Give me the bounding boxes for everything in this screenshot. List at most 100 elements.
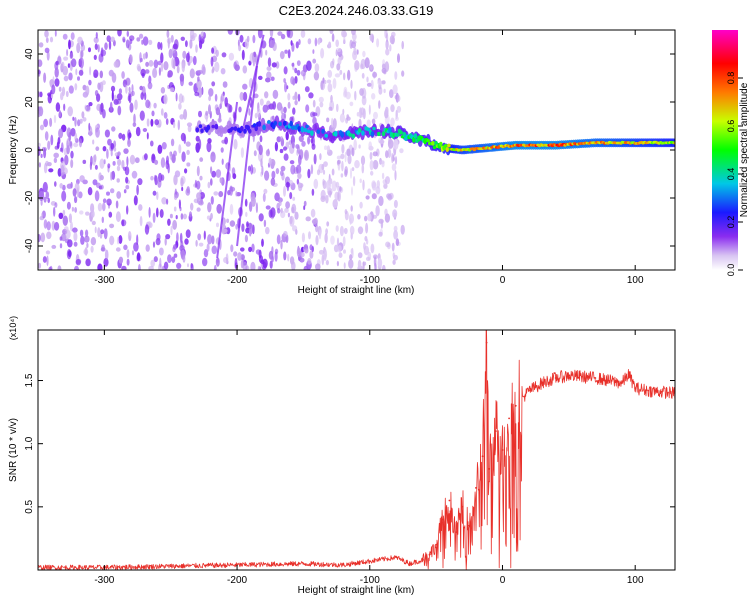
noise-blob xyxy=(139,85,143,91)
noise-blob xyxy=(70,32,75,40)
noise-blob xyxy=(49,265,53,270)
noise-blob xyxy=(269,39,275,49)
noise-blob xyxy=(314,37,318,47)
noise-blob xyxy=(344,209,348,215)
noise-blob xyxy=(246,35,250,43)
snr-data-point xyxy=(422,559,424,561)
noise-blob xyxy=(43,219,48,229)
noise-blob xyxy=(360,107,365,116)
figure-title: C2E3.2024.246.03.33.G19 xyxy=(279,3,434,18)
noise-blob xyxy=(341,160,344,172)
noise-blob xyxy=(58,86,62,92)
noise-blob xyxy=(54,30,57,37)
noise-blob xyxy=(258,213,264,222)
snr-data-point xyxy=(621,382,623,384)
noise-blob xyxy=(210,151,216,163)
noise-blob xyxy=(199,175,203,181)
noise-blob xyxy=(297,145,300,154)
noise-blob xyxy=(134,99,138,111)
noise-blob xyxy=(196,192,202,200)
noise-blob xyxy=(360,63,364,70)
noise-blob xyxy=(70,159,74,169)
noise-blob xyxy=(216,203,222,214)
noise-blob xyxy=(317,38,321,45)
noise-blob xyxy=(208,104,211,115)
noise-blob xyxy=(173,194,178,201)
noise-blob xyxy=(257,30,263,39)
signal-core xyxy=(233,126,238,132)
colorbar-gradient xyxy=(712,30,738,270)
noise-blob xyxy=(163,112,168,119)
noise-blob xyxy=(189,68,195,79)
noise-blob xyxy=(208,95,212,102)
noise-blob xyxy=(68,85,74,94)
noise-blob xyxy=(362,50,366,58)
spectrogram-xlabel: Height of straight line (km) xyxy=(298,285,415,296)
noise-blob xyxy=(129,38,133,45)
noise-blob xyxy=(369,33,375,42)
noise-blob xyxy=(285,131,289,141)
noise-blob xyxy=(178,144,182,154)
noise-blob xyxy=(225,253,229,262)
noise-blob xyxy=(110,188,115,194)
snr-data-point xyxy=(528,389,530,392)
noise-blob xyxy=(117,151,121,156)
noise-blob xyxy=(46,231,52,240)
noise-blob xyxy=(48,168,54,173)
noise-blob xyxy=(197,76,200,82)
noise-blob xyxy=(215,257,220,267)
noise-blob xyxy=(125,176,129,184)
noise-blob xyxy=(144,224,150,235)
noise-blob xyxy=(87,187,93,196)
noise-blob xyxy=(300,252,305,258)
noise-blob xyxy=(309,244,313,251)
noise-blob xyxy=(115,200,119,209)
noise-blob xyxy=(280,170,284,177)
noise-blob xyxy=(49,36,54,43)
signal-core xyxy=(413,133,418,139)
noise-blob xyxy=(262,104,268,113)
signal-core xyxy=(211,124,215,129)
noise-blob xyxy=(43,148,47,159)
noise-blob xyxy=(161,197,167,205)
noise-blob xyxy=(118,132,123,139)
noise-blob xyxy=(319,153,322,161)
noise-blob xyxy=(214,93,218,102)
snr-data-point xyxy=(627,373,630,376)
noise-blob xyxy=(261,165,264,176)
noise-blob xyxy=(82,117,87,122)
snr-data-point xyxy=(468,524,471,527)
noise-blob xyxy=(259,98,264,106)
noise-blob xyxy=(324,145,328,150)
noise-blob xyxy=(296,164,302,175)
noise-blob xyxy=(181,186,184,192)
noise-blob xyxy=(270,76,275,82)
noise-blob xyxy=(138,204,143,211)
noise-blob xyxy=(378,218,384,224)
noise-blob xyxy=(179,73,185,82)
snr-data-point xyxy=(541,382,544,384)
noise-blob xyxy=(203,249,209,258)
signal-core xyxy=(305,124,309,129)
noise-blob xyxy=(309,250,314,259)
noise-blob xyxy=(390,104,395,113)
noise-blob xyxy=(110,36,115,43)
noise-blob xyxy=(94,226,97,234)
noise-blob xyxy=(38,262,42,269)
noise-blob xyxy=(156,233,161,241)
noise-blob xyxy=(121,159,125,169)
noise-blob xyxy=(372,71,378,78)
noise-blob xyxy=(319,101,324,108)
noise-blob xyxy=(159,257,162,268)
noise-blob xyxy=(117,105,122,116)
noise-blob xyxy=(109,101,113,112)
noise-blob xyxy=(269,260,273,269)
noise-blob xyxy=(59,183,63,189)
noise-blob xyxy=(40,232,46,243)
noise-blob xyxy=(73,142,79,148)
signal-core xyxy=(399,130,403,135)
noise-blob xyxy=(106,191,110,196)
noise-blob xyxy=(289,116,294,123)
noise-blob xyxy=(211,170,217,178)
